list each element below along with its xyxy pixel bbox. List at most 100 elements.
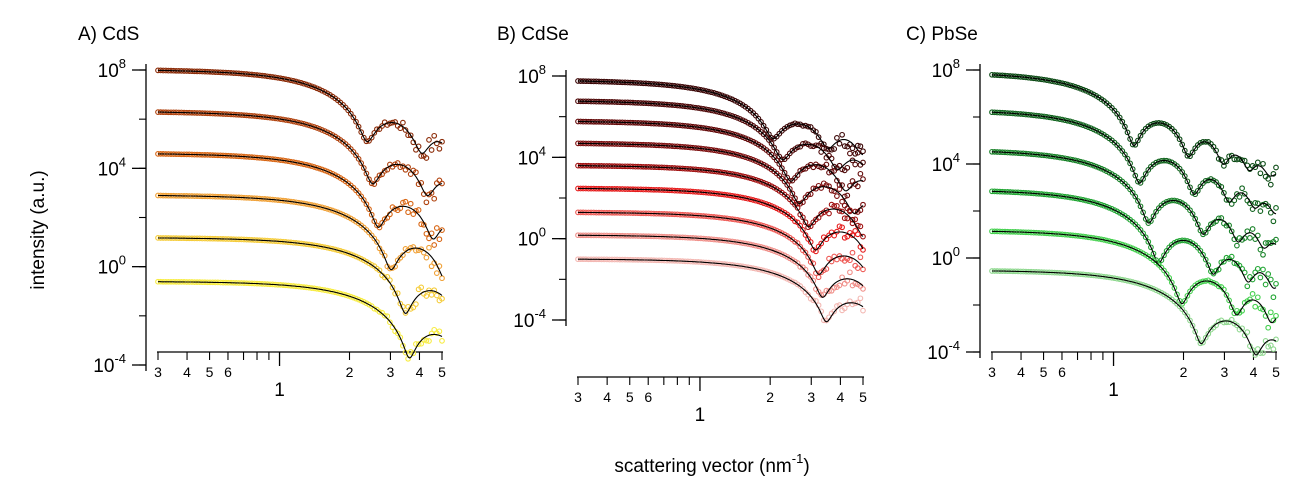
y-tick-label-base: 10 bbox=[932, 155, 953, 176]
data-point bbox=[1077, 85, 1084, 92]
data-point bbox=[1140, 282, 1146, 288]
data-point bbox=[836, 162, 843, 169]
data-point bbox=[1244, 329, 1251, 335]
data-series bbox=[575, 256, 866, 324]
data-point bbox=[1095, 201, 1102, 207]
data-point bbox=[376, 224, 383, 231]
data-point bbox=[1257, 274, 1264, 281]
data-point bbox=[413, 301, 419, 307]
x-minor-tick-label: 3 bbox=[1221, 364, 1229, 380]
data-point bbox=[742, 154, 749, 160]
data-point bbox=[1116, 114, 1123, 121]
data-point bbox=[1254, 159, 1261, 166]
data-point bbox=[1181, 173, 1188, 179]
data-point bbox=[1072, 84, 1079, 90]
data-point bbox=[334, 209, 341, 216]
data-point bbox=[1189, 211, 1196, 217]
y-tick-label: 100 bbox=[98, 253, 126, 279]
data-point bbox=[750, 176, 757, 182]
data-series bbox=[575, 140, 866, 223]
fit-line bbox=[578, 80, 864, 156]
data-point bbox=[1252, 200, 1259, 206]
data-point bbox=[1080, 122, 1087, 129]
data-point bbox=[841, 280, 848, 287]
data-point bbox=[1168, 279, 1175, 286]
data-point bbox=[400, 199, 406, 206]
data-point bbox=[368, 134, 375, 141]
data-point bbox=[423, 199, 430, 206]
data-point bbox=[355, 156, 362, 162]
data-point bbox=[820, 145, 827, 151]
data-point bbox=[433, 292, 440, 299]
data-point bbox=[834, 203, 840, 209]
data-point bbox=[847, 257, 853, 264]
data-point bbox=[368, 211, 375, 218]
data-point bbox=[792, 120, 798, 127]
data-point bbox=[826, 288, 832, 294]
data-point bbox=[794, 260, 801, 266]
x-axis-label-superscript: -1 bbox=[792, 451, 804, 466]
data-point bbox=[397, 205, 404, 212]
y-tick-label: 108 bbox=[518, 62, 546, 88]
fit-line bbox=[158, 194, 443, 277]
data-point bbox=[1069, 83, 1076, 89]
data-point bbox=[1129, 189, 1136, 196]
data-point bbox=[426, 137, 432, 143]
data-point bbox=[1189, 322, 1196, 329]
data-point bbox=[1142, 234, 1149, 241]
data-point bbox=[1200, 251, 1206, 258]
data-point bbox=[758, 199, 764, 206]
data-point bbox=[752, 158, 759, 164]
data-point bbox=[1119, 148, 1126, 154]
data-point bbox=[358, 193, 365, 200]
data-point bbox=[407, 200, 414, 207]
data-point bbox=[1075, 84, 1081, 91]
y-tick-label: 100 bbox=[518, 225, 546, 251]
x-minor-tick-label: 2 bbox=[766, 389, 774, 405]
data-point bbox=[802, 266, 809, 273]
data-point bbox=[1234, 322, 1240, 329]
data-point bbox=[1085, 124, 1092, 131]
data-point bbox=[1223, 197, 1230, 203]
data-point bbox=[826, 183, 832, 190]
data-point bbox=[1270, 294, 1277, 301]
data-point bbox=[1124, 155, 1131, 162]
data-point bbox=[1122, 242, 1128, 249]
data-point bbox=[353, 118, 359, 125]
data-point bbox=[423, 337, 430, 344]
data-point bbox=[1158, 257, 1165, 264]
data-point bbox=[1127, 160, 1133, 167]
data-point bbox=[1252, 352, 1259, 358]
y-tick-label: 108 bbox=[932, 56, 960, 82]
x-minor-tick-label: 6 bbox=[224, 364, 232, 380]
data-series bbox=[575, 98, 866, 174]
y-tick-label: 100 bbox=[932, 244, 960, 270]
data-point bbox=[1067, 118, 1074, 125]
x-minor-tick-label: 5 bbox=[438, 364, 446, 380]
data-point bbox=[402, 310, 409, 316]
data-point bbox=[852, 280, 859, 287]
data-point bbox=[716, 91, 723, 98]
data-point bbox=[834, 193, 840, 199]
data-series bbox=[989, 148, 1279, 258]
y-tick-label-exponent: 0 bbox=[539, 225, 546, 240]
data-point bbox=[366, 176, 372, 183]
data-point bbox=[306, 122, 312, 129]
data-point bbox=[387, 265, 393, 272]
data-point bbox=[768, 247, 775, 253]
data-point bbox=[1257, 170, 1264, 177]
x-minor-tick-label: 4 bbox=[603, 389, 611, 405]
data-point bbox=[771, 270, 777, 277]
data-point bbox=[366, 206, 372, 212]
y-tick-label-exponent: 4 bbox=[539, 143, 546, 158]
data-point bbox=[779, 273, 785, 280]
fit-line bbox=[991, 74, 1277, 177]
data-point bbox=[1228, 228, 1235, 235]
data-point bbox=[407, 132, 414, 139]
data-point bbox=[426, 235, 432, 242]
data-point bbox=[1116, 240, 1123, 247]
x-minor-tick-label: 4 bbox=[183, 364, 191, 380]
data-point bbox=[773, 157, 780, 164]
data-point bbox=[314, 164, 320, 171]
data-point bbox=[329, 207, 336, 214]
